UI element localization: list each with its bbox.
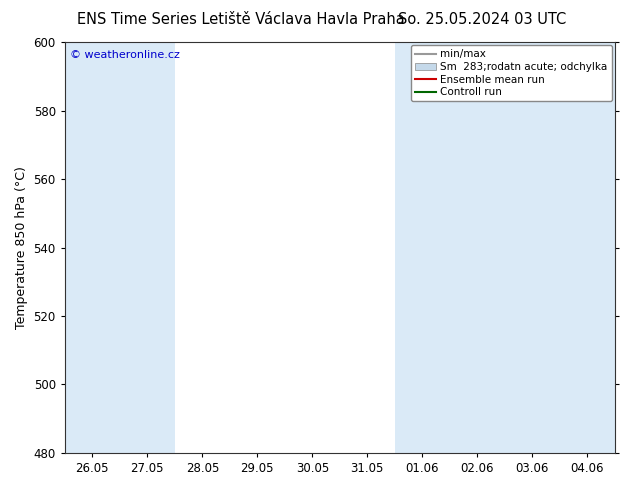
Bar bbox=[65, 42, 120, 453]
Bar bbox=[395, 42, 450, 453]
Y-axis label: Temperature 850 hPa (°C): Temperature 850 hPa (°C) bbox=[15, 166, 28, 329]
Text: ENS Time Series Letiště Václava Havla Praha: ENS Time Series Letiště Václava Havla Pr… bbox=[77, 12, 404, 27]
Bar bbox=[505, 42, 560, 453]
Bar bbox=[120, 42, 175, 453]
Text: So. 25.05.2024 03 UTC: So. 25.05.2024 03 UTC bbox=[398, 12, 566, 27]
Legend: min/max, Sm  283;rodatn acute; odchylka, Ensemble mean run, Controll run: min/max, Sm 283;rodatn acute; odchylka, … bbox=[411, 45, 612, 101]
Bar bbox=[560, 42, 615, 453]
Text: © weatheronline.cz: © weatheronline.cz bbox=[70, 50, 180, 60]
Bar bbox=[450, 42, 505, 453]
